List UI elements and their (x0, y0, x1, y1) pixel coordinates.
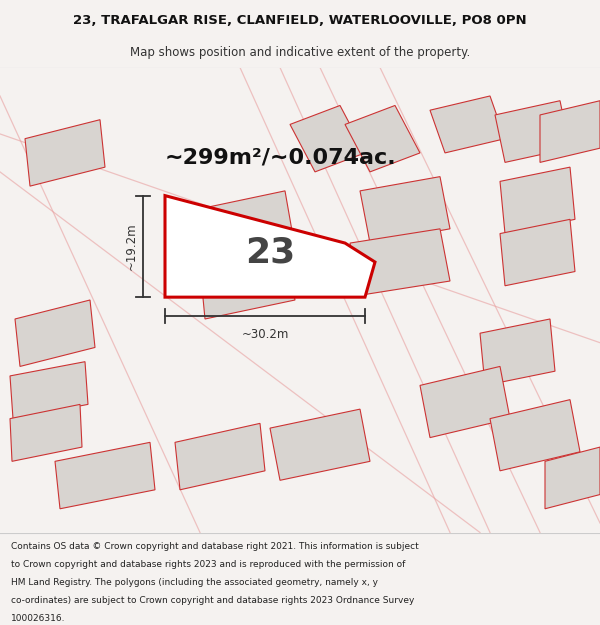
Polygon shape (290, 106, 365, 172)
Text: ~30.2m: ~30.2m (241, 328, 289, 341)
Polygon shape (500, 167, 575, 234)
Polygon shape (25, 120, 105, 186)
Text: Map shows position and indicative extent of the property.: Map shows position and indicative extent… (130, 46, 470, 59)
Polygon shape (490, 399, 580, 471)
Text: 23, TRAFALGAR RISE, CLANFIELD, WATERLOOVILLE, PO8 0PN: 23, TRAFALGAR RISE, CLANFIELD, WATERLOOV… (73, 14, 527, 27)
Text: Contains OS data © Crown copyright and database right 2021. This information is : Contains OS data © Crown copyright and d… (11, 542, 419, 551)
Polygon shape (55, 442, 155, 509)
Polygon shape (430, 96, 505, 153)
Polygon shape (360, 177, 450, 243)
Polygon shape (480, 319, 555, 386)
Polygon shape (15, 300, 95, 366)
Polygon shape (500, 219, 575, 286)
Polygon shape (270, 409, 370, 480)
Text: ~19.2m: ~19.2m (125, 222, 138, 270)
Polygon shape (350, 229, 450, 295)
Text: ~299m²/~0.074ac.: ~299m²/~0.074ac. (164, 148, 396, 168)
Polygon shape (10, 404, 82, 461)
Polygon shape (345, 106, 420, 172)
Text: HM Land Registry. The polygons (including the associated geometry, namely x, y: HM Land Registry. The polygons (includin… (11, 578, 378, 587)
Text: 23: 23 (245, 236, 295, 269)
Text: to Crown copyright and database rights 2023 and is reproduced with the permissio: to Crown copyright and database rights 2… (11, 560, 405, 569)
Polygon shape (200, 248, 295, 319)
Polygon shape (10, 362, 88, 419)
Text: co-ordinates) are subject to Crown copyright and database rights 2023 Ordnance S: co-ordinates) are subject to Crown copyr… (11, 596, 414, 605)
Text: 100026316.: 100026316. (11, 614, 65, 623)
Polygon shape (545, 447, 600, 509)
Polygon shape (495, 101, 570, 162)
Polygon shape (540, 101, 600, 162)
Polygon shape (420, 366, 510, 438)
Polygon shape (175, 423, 265, 490)
Polygon shape (195, 191, 295, 267)
Polygon shape (165, 196, 375, 297)
